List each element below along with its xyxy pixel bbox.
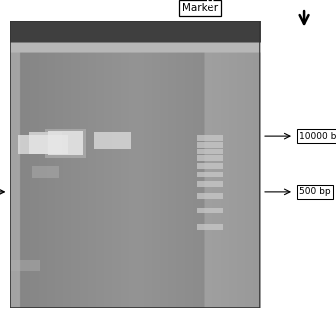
Bar	[198, 135, 222, 141]
Bar	[198, 181, 222, 187]
Text: 8: 8	[22, 0, 28, 10]
Text: 6: 6	[62, 0, 69, 10]
Bar	[45, 129, 86, 158]
Bar	[198, 224, 222, 230]
Bar	[198, 172, 222, 177]
Bar	[198, 155, 222, 161]
Text: M: M	[206, 0, 214, 10]
Text: 10000 bp: 10000 bp	[299, 132, 336, 141]
Text: Marker: Marker	[182, 3, 218, 13]
Bar	[48, 131, 83, 155]
Bar	[32, 167, 59, 178]
Bar	[94, 132, 131, 149]
Bar	[18, 135, 68, 154]
Text: 500 bp: 500 bp	[299, 187, 331, 196]
Text: 3: 3	[133, 0, 139, 10]
Text: 2: 2	[157, 0, 163, 10]
Bar	[198, 193, 222, 199]
Bar	[198, 142, 222, 148]
Bar	[198, 163, 222, 169]
Bar	[29, 132, 61, 154]
Bar	[198, 208, 222, 214]
Bar	[10, 260, 40, 272]
Text: 7: 7	[42, 0, 48, 10]
Text: 4: 4	[110, 0, 116, 10]
Bar	[198, 149, 222, 154]
Text: 5: 5	[83, 0, 89, 10]
